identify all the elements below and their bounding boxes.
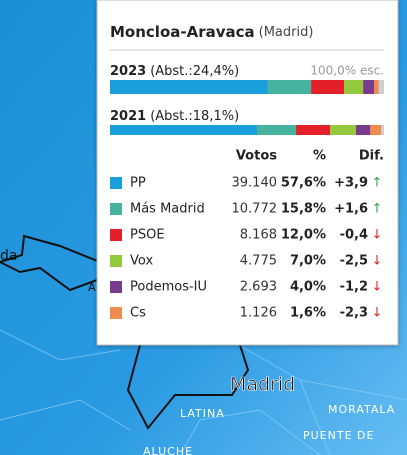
bar-segment [363, 80, 375, 94]
difference: -2,5 [340, 254, 368, 269]
year-label: 2023 (Abst.:24,4%) [110, 64, 239, 79]
column-header: Votos [236, 149, 277, 164]
votes: 1.126 [240, 306, 277, 321]
map-label: LATINA [180, 407, 225, 420]
bar-segment [296, 125, 331, 135]
bar-segment [267, 80, 312, 94]
trend-arrow: ↓ [372, 280, 383, 295]
district-city: (Madrid) [259, 25, 314, 40]
trend-arrow: ↑ [372, 176, 383, 191]
trend-arrow: ↑ [372, 202, 383, 217]
bar-segment [370, 125, 381, 135]
difference: -0,4 [340, 228, 368, 243]
year: 2023 [110, 64, 146, 79]
map-label: A [88, 281, 96, 294]
party-swatch [110, 229, 122, 241]
trend-arrow: ↓ [372, 306, 383, 321]
votes: 2.693 [240, 280, 277, 295]
party-swatch [110, 177, 122, 189]
party-swatch [110, 307, 122, 319]
trend-arrow: ↓ [372, 228, 383, 243]
district-name: Moncloa-Aravaca [110, 23, 255, 41]
votes: 8.168 [240, 228, 277, 243]
map-label: da [0, 248, 17, 264]
column-header: Dif. [359, 149, 384, 164]
map-label: PUENTE DE [303, 429, 374, 442]
party-name: Vox [130, 254, 153, 269]
abstention: (Abst.:24,4%) [150, 64, 239, 79]
bar-segment [330, 125, 357, 135]
difference: +1,6 [334, 202, 368, 217]
party-swatch [110, 281, 122, 293]
year-label: 2021 (Abst.:18,1%) [110, 109, 239, 124]
percent: 12,0% [281, 228, 326, 243]
map-label: MORATALA [328, 403, 395, 416]
votes: 4.775 [240, 254, 277, 269]
scrutiny-note: 100,0% esc. [310, 64, 384, 78]
bar-segment [374, 80, 379, 94]
percent: 57,6% [281, 176, 326, 191]
difference: +3,9 [334, 176, 368, 191]
bar-segment [257, 125, 297, 135]
column-header: % [313, 149, 326, 164]
map-label: Madrid [230, 374, 295, 396]
party-swatch [110, 203, 122, 215]
bar-segment [110, 80, 268, 94]
trend-arrow: ↓ [372, 254, 383, 269]
difference: -2,3 [340, 306, 368, 321]
year: 2021 [110, 109, 146, 124]
votes: 39.140 [232, 176, 278, 191]
party-swatch [110, 255, 122, 267]
bar-segment [356, 125, 371, 135]
difference: -1,2 [340, 280, 368, 295]
bar-segment [311, 80, 344, 94]
party-name: Cs [130, 306, 146, 321]
percent: 1,6% [290, 306, 326, 321]
map-label: ALUCHE [143, 445, 193, 455]
percent: 4,0% [290, 280, 326, 295]
bar-segment [110, 125, 258, 135]
tooltip-box [96, 0, 399, 346]
percent: 15,8% [281, 202, 326, 217]
abstention: (Abst.:18,1%) [150, 109, 239, 124]
votes: 10.772 [232, 202, 278, 217]
party-name: Podemos-IU [130, 280, 207, 295]
party-name: Más Madrid [130, 202, 205, 217]
percent: 7,0% [290, 254, 326, 269]
district-borders [0, 329, 407, 455]
tooltip-title: Moncloa-Aravaca (Madrid) [110, 23, 313, 41]
bar-segment [343, 80, 364, 94]
party-name: PP [130, 176, 146, 191]
party-name: PSOE [130, 228, 165, 243]
tooltip: Moncloa-Aravaca (Madrid) 2023 (Abst.:24,4%… [96, 0, 399, 346]
